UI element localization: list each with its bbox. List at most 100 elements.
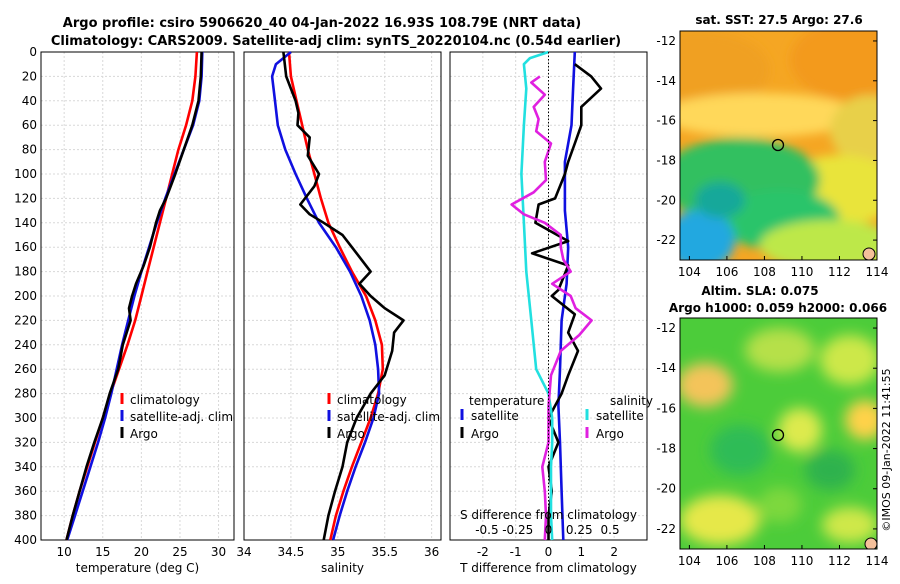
legend-entry: Argo: [337, 427, 365, 441]
map-y-tick-label: -12: [656, 34, 676, 48]
y-tick-label: 160: [14, 240, 37, 254]
x-tick-label: 34: [236, 545, 251, 559]
map-y-tick-label: -20: [656, 482, 676, 496]
map-y-tick-label: -14: [656, 74, 676, 88]
x-axis-label: salinity: [321, 561, 364, 575]
x-tick-label: -2: [477, 545, 489, 559]
series-line-argo: [510, 75, 593, 541]
map-x-tick-label: 108: [753, 265, 776, 279]
series-line-argo: [65, 51, 203, 541]
plot-frame: [243, 51, 442, 541]
legend-entry: Argo: [596, 427, 624, 441]
legend-entry: satellite-adj. clim: [337, 410, 440, 424]
map-x-tick-label: 106: [715, 554, 738, 568]
x-tick-label: 20: [134, 545, 149, 559]
difference-panel: -2 -1 0 1 2 T difference from climatology S di…: [449, 50, 653, 575]
y-tick-label: 260: [14, 362, 37, 376]
s-tick-label: -0.25: [502, 523, 533, 537]
sst-map: sat. SST: 27.5 Argo: 27.6 104 106 108 110 11…: [656, 13, 888, 279]
y-tick-label: 400: [14, 533, 37, 547]
s-tick-label: 0.5: [601, 523, 620, 537]
map-y-tick-label: -16: [656, 114, 676, 128]
map-y-tick-label: -14: [656, 361, 676, 375]
y-tick-label: 180: [14, 265, 37, 279]
legend-entry: climatology: [130, 393, 200, 407]
y-tick-label: 280: [14, 387, 37, 401]
map-x-tick-label: 114: [866, 265, 889, 279]
s-tick-label: 0: [545, 523, 553, 537]
map-y-tick-label: -22: [656, 233, 676, 247]
map-x-tick-label: 104: [678, 265, 701, 279]
map-x-tick-label: 110: [790, 265, 813, 279]
map-x-tick-label: 104: [678, 554, 701, 568]
sst-map-frame: [679, 30, 878, 261]
series-line-satellite: [557, 51, 577, 541]
y-tick-label: 380: [14, 509, 37, 523]
y-tick-label: 200: [14, 289, 37, 303]
figure-title-line1: Argo profile: csiro 5906620_40 04-Jan-20…: [63, 16, 581, 31]
map-y-tick-label: -18: [656, 153, 676, 167]
x-tick-label: 25: [172, 545, 187, 559]
sst-profile-marker: [771, 138, 785, 152]
x-tick-label: 0: [545, 545, 553, 559]
map-y-tick-label: -22: [656, 522, 676, 536]
x-tick-label: 1: [578, 545, 586, 559]
sla-map: Altim. SLA: 0.075 Argo h1000: 0.059 h200…: [656, 284, 888, 568]
y-tick-label: 100: [14, 167, 37, 181]
legend-entry: climatology: [337, 393, 407, 407]
map-y-tick-label: -18: [656, 442, 676, 456]
legend-title-salinity: salinity: [610, 394, 653, 408]
legend-entry: Argo: [130, 427, 158, 441]
y-tick-label: 120: [14, 191, 37, 205]
sst-map-ticks: 104 106 108 110 112 114 -12 -14 -16 -18 -20 -22: [656, 34, 888, 279]
y-tick-label: 300: [14, 411, 37, 425]
y-tick-label: 320: [14, 435, 37, 449]
y-tick-label: 240: [14, 338, 37, 352]
x-tick-label: 34.5: [278, 545, 305, 559]
map-x-tick-label: 110: [790, 554, 813, 568]
y-tick-label: 340: [14, 460, 37, 474]
watermark-timestamp: ©IMOS 09-Jan-2022 11:41:55: [880, 368, 893, 531]
x-tick-label: 10: [57, 545, 72, 559]
sla-map-subtitle: Argo h1000: 0.059 h2000: 0.066: [669, 301, 887, 315]
map-y-tick-label: -12: [656, 321, 676, 335]
legend-entry: satellite-adj. clim: [130, 410, 233, 424]
x-tick-label: 35.5: [371, 545, 398, 559]
s-axis-label: S difference from climatology: [460, 508, 637, 522]
s-tick-label: -0.5: [475, 523, 498, 537]
legend-entry: satellite: [596, 409, 644, 423]
y-tick-label: 80: [22, 143, 37, 157]
series-line-argo: [282, 51, 405, 541]
plot-frame: [40, 51, 235, 541]
figure-title-line2: Climatology: CARS2009. Satellite-adj cli…: [51, 34, 621, 49]
s-tick-label: 0.25: [566, 523, 593, 537]
legend-title-temperature: temperature: [469, 394, 544, 408]
y-tick-label: 0: [29, 45, 37, 59]
series-line-satellite: [520, 50, 554, 541]
y-tick-label: 60: [22, 118, 37, 132]
x-tick-label: 15: [95, 545, 110, 559]
y-tick-label: 360: [14, 484, 37, 498]
x-tick-label: 36: [424, 545, 439, 559]
legend-entry: satellite: [471, 409, 519, 423]
x-tick-label: 30: [211, 545, 226, 559]
sla-profile-marker: [771, 428, 785, 442]
legend-entry: Argo: [471, 427, 499, 441]
sla-map-ticks: 104 106 108 110 112 114 -12 -14 -16 -18 -20 -22: [656, 321, 888, 568]
series-line-satellite-adj--clim: [270, 50, 381, 541]
sst-map-title: sat. SST: 27.5 Argo: 27.6: [695, 13, 862, 27]
sla-map-title: Altim. SLA: 0.075: [701, 284, 818, 298]
x-axis-label: temperature (deg C): [76, 561, 199, 575]
sst-field: [680, 31, 877, 260]
y-tick-label: 140: [14, 216, 37, 230]
x-tick-label: 35: [330, 545, 345, 559]
map-x-tick-label: 108: [753, 554, 776, 568]
map-y-tick-label: -16: [656, 401, 676, 415]
map-y-tick-label: -20: [656, 193, 676, 207]
map-x-tick-label: 112: [828, 554, 851, 568]
x-tick-label: 2: [610, 545, 618, 559]
x-tick-label: -1: [510, 545, 522, 559]
y-tick-label: 220: [14, 313, 37, 327]
y-tick-label: 40: [22, 94, 37, 108]
